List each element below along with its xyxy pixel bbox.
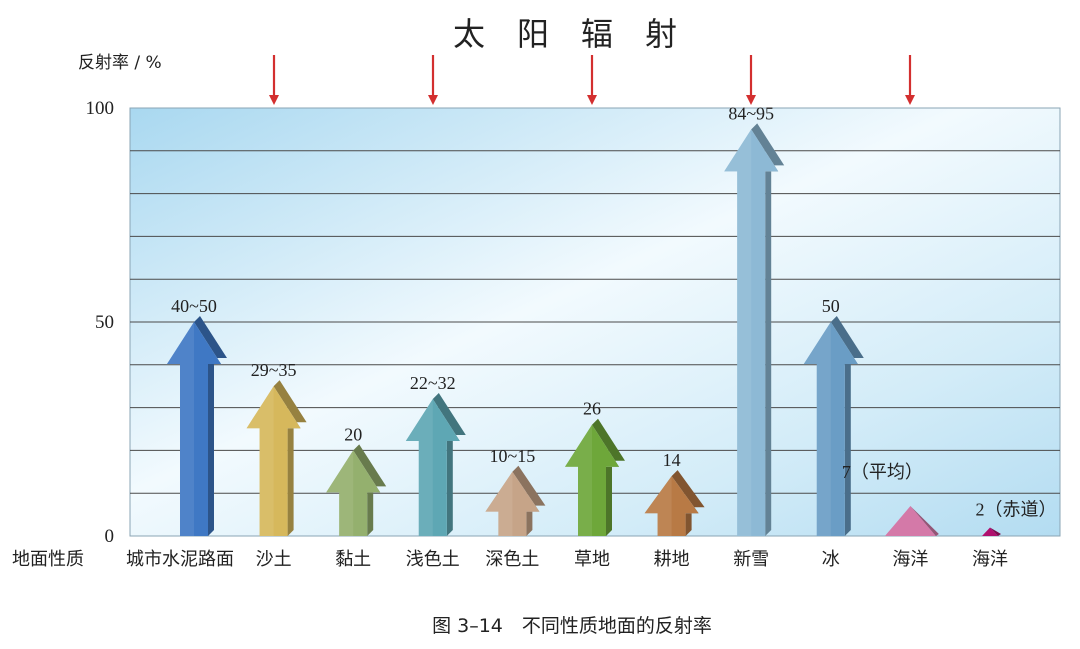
bar (982, 527, 1001, 536)
bar-front (982, 527, 998, 536)
bar-side (592, 418, 625, 536)
value-label: 40~50 (171, 296, 217, 316)
chart-title: 太 阳 辐 射 (453, 15, 677, 53)
bar (565, 418, 625, 536)
value-label: 50 (822, 296, 840, 316)
x-tick-label: 海洋 (972, 549, 1008, 570)
bar-side (830, 316, 864, 536)
value-label: 84~95 (728, 103, 774, 123)
x-tick-label: 浅色土 (406, 549, 460, 570)
y-tick-label: 0 (105, 526, 115, 547)
bar-highlight (405, 399, 433, 536)
value-label: 26 (583, 399, 601, 419)
bar-side (990, 527, 1001, 536)
value-labels: 40~50 29~35 20 22~32 10~15 26 14 84~95 50 7（平均） 2（… (171, 103, 1056, 519)
bars (167, 123, 1001, 537)
bar (167, 316, 227, 536)
bar-side (910, 506, 939, 536)
value-label: 10~15 (490, 446, 536, 466)
bar (724, 123, 785, 537)
bar (884, 506, 939, 536)
bar-side (671, 470, 705, 536)
bar-highlight (644, 476, 672, 536)
bar-highlight (803, 322, 831, 536)
y-axis-label: 反射率 / % (78, 53, 162, 73)
y-tick-label: 100 (86, 98, 115, 119)
x-tick-label: 草地 (574, 549, 610, 570)
y-tick-label: 50 (95, 312, 114, 333)
bar-highlight (565, 424, 592, 536)
bar-highlight (485, 471, 513, 536)
bar (485, 465, 546, 536)
bar-side (194, 316, 227, 536)
x-tick-label: 冰 (822, 549, 840, 570)
x-tick-label: 海洋 (892, 549, 928, 570)
bar-highlight (326, 450, 354, 536)
value-label: 20 (344, 424, 362, 444)
x-tick-label: 城市水泥路面 (126, 549, 234, 570)
bar (803, 316, 864, 536)
x-axis-label: 地面性质 (12, 549, 84, 570)
bar-highlight (246, 386, 274, 536)
x-tick-label: 沙土 (256, 549, 292, 570)
x-tick-label: 新雪 (733, 549, 769, 570)
y-axis-ticks: 0 50 100 (86, 98, 115, 547)
bar-side (751, 123, 785, 537)
x-tick-label: 耕地 (654, 549, 690, 570)
figure-caption: 图 3–14 不同性质地面的反射率 (432, 615, 712, 637)
value-label: 14 (663, 450, 681, 470)
bar-highlight (167, 322, 194, 536)
bar-side (273, 380, 307, 536)
bar (326, 444, 387, 536)
solar-radiation-arrows (269, 55, 915, 105)
x-axis-labels: 城市水泥路面 沙土 黏土 浅色土 深色土 草地 耕地 新雪 冰 海洋 海洋 (126, 549, 1008, 570)
x-tick-label: 深色土 (485, 549, 539, 570)
x-tick-label: 黏土 (335, 549, 371, 570)
bar-front (884, 506, 936, 536)
value-label: 2（赤道） (976, 499, 1057, 519)
bar (405, 393, 466, 536)
bar-highlight (724, 129, 752, 536)
bar (246, 380, 307, 536)
bar (644, 470, 705, 536)
value-label: 29~35 (251, 360, 297, 380)
value-label: 22~32 (410, 373, 456, 393)
bar-side (512, 465, 546, 536)
bar-side (353, 444, 387, 536)
value-label: 7（平均） (842, 462, 923, 482)
bar-side (432, 393, 466, 536)
